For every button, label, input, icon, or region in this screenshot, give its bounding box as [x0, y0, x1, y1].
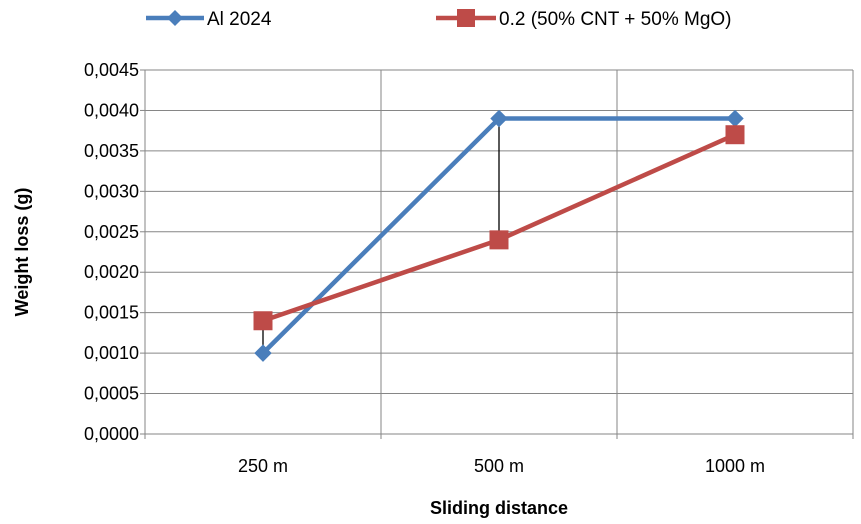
- data-point-square: [725, 125, 745, 145]
- legend-item-al-2024: Al 2024: [146, 9, 272, 30]
- y-axis-tick-labels: 0,0000 0,0005 0,0010 0,0015 0,0020 0,0025 0,00…: [84, 60, 139, 444]
- y-tick-label: 0,0010: [84, 343, 139, 363]
- x-tick-label: 250 m: [238, 456, 288, 476]
- legend-marker-square: [457, 9, 475, 27]
- x-tick-label: 1000 m: [705, 456, 765, 476]
- plot-area: [140, 69, 854, 439]
- legend-marker-diamond: [167, 10, 183, 26]
- data-point-diamond: [254, 344, 272, 362]
- legend-label-al-2024: Al 2024: [207, 9, 272, 30]
- data-point-square: [253, 311, 273, 331]
- x-tick-label: 500 m: [474, 456, 524, 476]
- y-tick-label: 0,0040: [84, 100, 139, 120]
- x-axis-title: Sliding distance: [430, 498, 568, 518]
- y-tick-label: 0,0005: [84, 384, 139, 404]
- series-markers: [253, 109, 745, 362]
- y-tick-label: 0,0045: [84, 60, 139, 80]
- y-tick-label: 0,0030: [84, 181, 139, 201]
- x-axis-tick-labels: 250 m 500 m 1000 m: [238, 456, 765, 476]
- data-point-diamond: [490, 109, 508, 128]
- y-tick-label: 0,0015: [84, 303, 139, 323]
- y-tick-label: 0,0025: [84, 222, 139, 242]
- data-point-diamond: [726, 109, 744, 128]
- y-tick-label: 0,0035: [84, 141, 139, 161]
- y-tick-label: 0,0020: [84, 262, 139, 282]
- y-axis-title: Weight loss (g): [12, 188, 32, 317]
- y-tick-label: 0,0000: [84, 424, 139, 444]
- data-point-square: [489, 230, 509, 250]
- legend-item-composite: 0.2 (50% CNT + 50% MgO): [436, 9, 732, 30]
- legend-label-composite: 0.2 (50% CNT + 50% MgO): [499, 9, 732, 30]
- legend: Al 2024 0.2 (50% CNT + 50% MgO): [146, 9, 732, 30]
